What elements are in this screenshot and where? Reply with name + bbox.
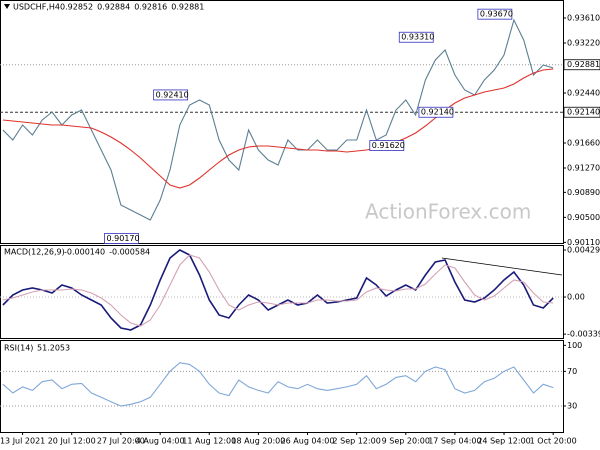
x-tick-label: 9 Sep 20:00 bbox=[382, 437, 430, 446]
y-tick-label: 0.91270 bbox=[567, 164, 600, 173]
price-panel bbox=[0, 0, 564, 244]
x-tick-label: 11 Aug 12:00 bbox=[182, 437, 236, 446]
annotation-box bbox=[153, 89, 189, 101]
y-tick-label: -0.003396 bbox=[567, 330, 600, 339]
y-tick-label: 0.92440 bbox=[567, 89, 600, 98]
y-tick-label: 0.93610 bbox=[567, 14, 600, 23]
x-tick-label: 1 Oct 20:00 bbox=[530, 437, 577, 446]
level-label: 0.92140 bbox=[567, 108, 600, 117]
series-line bbox=[2, 18, 554, 221]
rsi-panel bbox=[0, 340, 564, 433]
y-tick-label: 0.004299 bbox=[567, 246, 600, 255]
y-tick-label: 0.91660 bbox=[567, 139, 600, 148]
series-line bbox=[2, 362, 554, 407]
y-tick-label: 0.90890 bbox=[567, 188, 600, 197]
header-value: 0.92881 bbox=[171, 3, 204, 12]
annotation-box bbox=[398, 31, 434, 43]
x-tick-label: 18 Aug 20:00 bbox=[231, 437, 285, 446]
x-tick-label: 2 Sep 12:00 bbox=[333, 437, 381, 446]
annotation-box bbox=[418, 106, 454, 118]
header-value: 51.2053 bbox=[37, 344, 70, 353]
header-value: 0.92816 bbox=[134, 3, 167, 12]
x-tick-label: 20 Jul 12:00 bbox=[48, 437, 96, 446]
panel-title: RSI(14) bbox=[4, 344, 33, 353]
annotation-label: 0.90170 bbox=[107, 234, 140, 243]
x-tick-label: 17 Sep 04:00 bbox=[428, 437, 481, 446]
annotation-box bbox=[104, 233, 139, 244]
y-tick-label: 0.93220 bbox=[567, 39, 600, 48]
macd-panel bbox=[0, 245, 564, 339]
annotation-label: 0.91620 bbox=[372, 141, 405, 150]
header-value: 0.92852 bbox=[60, 3, 93, 12]
x-tick-label: 26 Aug 04:00 bbox=[281, 437, 335, 446]
x-tick-label: 27 Jul 20:00 bbox=[97, 437, 145, 446]
x-tick-label: 4 Aug 04:00 bbox=[136, 437, 185, 446]
annotation-label: 0.92410 bbox=[156, 90, 189, 99]
menu-icon bbox=[4, 4, 10, 9]
y-tick-label: 30 bbox=[567, 402, 577, 411]
annotation-box bbox=[369, 140, 405, 151]
series-line bbox=[2, 68, 554, 189]
level-label-box bbox=[563, 106, 600, 118]
annotation-label: 0.93310 bbox=[401, 33, 434, 42]
header-value: -0.000584 bbox=[109, 248, 150, 257]
y-tick-label: 0.90500 bbox=[567, 213, 600, 222]
series-line bbox=[2, 254, 554, 327]
level-label: 0.92881 bbox=[567, 60, 600, 69]
y-tick-label: 100 bbox=[567, 341, 582, 350]
level-label-box bbox=[563, 59, 600, 71]
watermark: ActionForex.com bbox=[365, 200, 531, 224]
y-tick-label: 70 bbox=[567, 367, 577, 376]
x-tick-label: 13 Jul 2021 bbox=[0, 437, 45, 446]
annotation-box bbox=[477, 8, 513, 20]
trend-line bbox=[441, 257, 563, 276]
y-tick-label: 0.90110 bbox=[567, 238, 600, 247]
header-value: -0.000140 bbox=[64, 248, 105, 257]
x-tick-label: 24 Sep 12:00 bbox=[477, 437, 530, 446]
annotation-label: 0.93670 bbox=[480, 10, 513, 19]
panel-title: USDCHF,H4 bbox=[13, 3, 60, 12]
annotation-label: 0.92140 bbox=[421, 108, 454, 117]
y-tick-label: 0.00 bbox=[567, 293, 585, 302]
header-value: 0.92884 bbox=[97, 3, 130, 12]
panel-title: MACD(12,26,9) bbox=[4, 248, 65, 257]
